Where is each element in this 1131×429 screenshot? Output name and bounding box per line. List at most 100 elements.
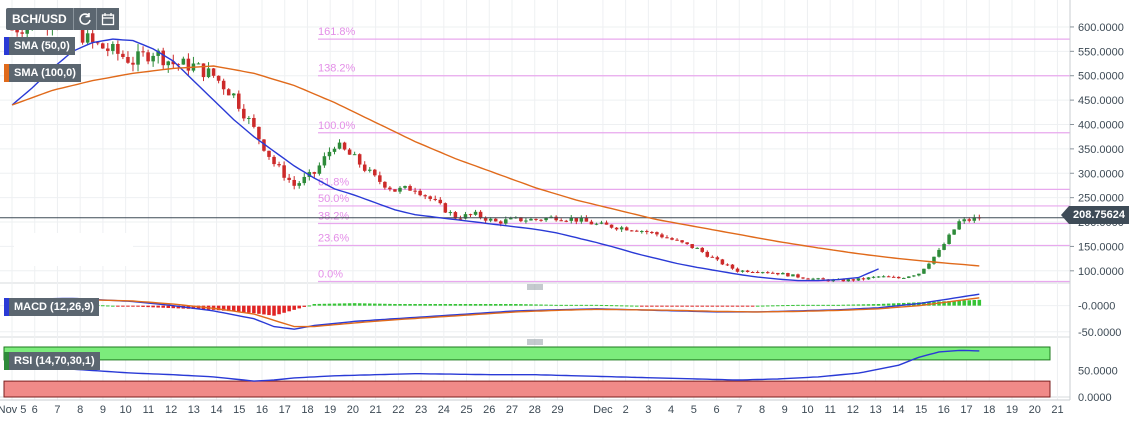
candle-body	[242, 108, 246, 119]
candle-body	[448, 212, 453, 214]
macd-histogram-bar	[896, 303, 901, 306]
macd-histogram-bar	[367, 303, 372, 306]
candle-body	[126, 56, 130, 63]
macd-histogram-bar	[262, 305, 266, 315]
x-tick-label: 6	[713, 404, 719, 416]
candle-body	[544, 217, 548, 221]
y-tick-label: 550.0000	[1078, 46, 1124, 58]
candle-body	[670, 238, 674, 240]
macd-histogram-bar	[141, 305, 145, 307]
macd-histogram-bar	[559, 304, 563, 306]
macd-histogram-bar	[977, 299, 982, 306]
candle-body	[383, 181, 387, 188]
macd-histogram-bar	[957, 300, 961, 306]
candle-body	[231, 93, 236, 96]
x-tick-label: 21	[370, 404, 382, 416]
x-tick-label: 26	[483, 404, 495, 416]
candle-body	[498, 221, 503, 224]
calendar-button[interactable]	[95, 8, 119, 30]
macd-histogram-bar	[317, 303, 322, 306]
candle-body	[252, 117, 256, 127]
y-tick-label: 400.0000	[1078, 119, 1124, 131]
macd-histogram-bar	[640, 305, 644, 307]
sma50-swatch	[4, 37, 9, 55]
macd-histogram-bar	[901, 302, 906, 306]
candle-body	[367, 169, 372, 171]
candle-body	[660, 234, 664, 238]
macd-histogram-bar	[871, 304, 876, 306]
candle-body	[272, 156, 276, 165]
candle-body	[247, 117, 251, 119]
candle-body	[680, 240, 684, 243]
sma50-legend[interactable]: SMA (50,0)	[4, 37, 75, 55]
macd-histogram-bar	[156, 305, 160, 308]
candle-body	[695, 247, 699, 249]
macd-histogram-bar	[161, 305, 165, 308]
candle-body	[362, 164, 367, 171]
candle-body	[25, 26, 29, 34]
candle-body	[332, 148, 337, 152]
macd-histogram-bar	[443, 303, 448, 306]
macd-histogram-bar	[564, 304, 568, 306]
sma100-label: SMA (100,0)	[9, 64, 81, 82]
x-tick-label: 7	[736, 404, 742, 416]
candle-body	[418, 190, 422, 196]
candle-body	[771, 272, 775, 274]
macd-histogram-bar	[297, 305, 301, 309]
y-tick-label: 250.0000	[1078, 193, 1124, 205]
macd-histogram-bar	[791, 304, 795, 306]
y-tick-label: 50.0000	[1078, 366, 1118, 378]
candle-body	[453, 212, 458, 219]
candle-body	[740, 270, 745, 272]
macd-histogram-bar	[685, 305, 689, 307]
x-tick-label: 19	[324, 404, 336, 416]
candle-body	[428, 196, 432, 199]
macd-legend[interactable]: MACD (12,26,9)	[4, 298, 100, 316]
x-tick-label: 20	[347, 404, 359, 416]
rsi-legend[interactable]: RSI (14,70,30,1)	[4, 352, 100, 370]
candle-body	[257, 126, 261, 140]
macd-histogram-bar	[428, 303, 432, 306]
fib-level-label: 161.8%	[318, 26, 356, 38]
macd-histogram-bar	[362, 303, 367, 306]
candle-body	[322, 156, 327, 166]
macd-histogram-bar	[765, 305, 770, 307]
candle-body	[166, 61, 171, 66]
candle-body	[619, 227, 624, 230]
macd-histogram-bar	[604, 305, 609, 307]
candle-body	[569, 217, 574, 221]
candle-body	[655, 232, 659, 235]
candle-body	[347, 149, 352, 155]
macd-histogram-bar	[796, 304, 800, 306]
candle-body	[947, 234, 951, 244]
macd-histogram-bar	[247, 305, 251, 313]
sma100-legend[interactable]: SMA (100,0)	[4, 64, 81, 82]
candle-body	[715, 257, 720, 260]
macd-histogram-bar	[745, 305, 750, 307]
candle-body	[277, 164, 281, 166]
macd-histogram-bar	[554, 304, 558, 306]
macd-histogram-bar	[760, 305, 765, 307]
candle-body	[634, 230, 639, 232]
macd-histogram-bar	[609, 305, 614, 307]
macd-histogram-bar	[967, 300, 972, 306]
candle-body	[20, 32, 24, 34]
macd-histogram-bar	[191, 305, 196, 310]
macd-histogram-bar	[347, 303, 352, 306]
macd-histogram-bar	[806, 304, 810, 306]
candle-body	[856, 278, 861, 281]
candle-body	[196, 63, 201, 65]
macd-histogram-bar	[357, 303, 362, 306]
symbol-label[interactable]: BCH/USD	[6, 8, 73, 30]
macd-histogram-bar	[337, 303, 342, 306]
macd-histogram-bar	[237, 305, 241, 312]
candle-body	[473, 211, 478, 215]
candle-body	[806, 278, 810, 280]
candle-body	[176, 64, 181, 66]
candle-body	[342, 142, 347, 150]
refresh-button[interactable]	[72, 8, 96, 30]
macd-histogram-bar	[624, 305, 629, 307]
x-tick-label: 9	[782, 404, 788, 416]
candle-body	[922, 268, 926, 274]
